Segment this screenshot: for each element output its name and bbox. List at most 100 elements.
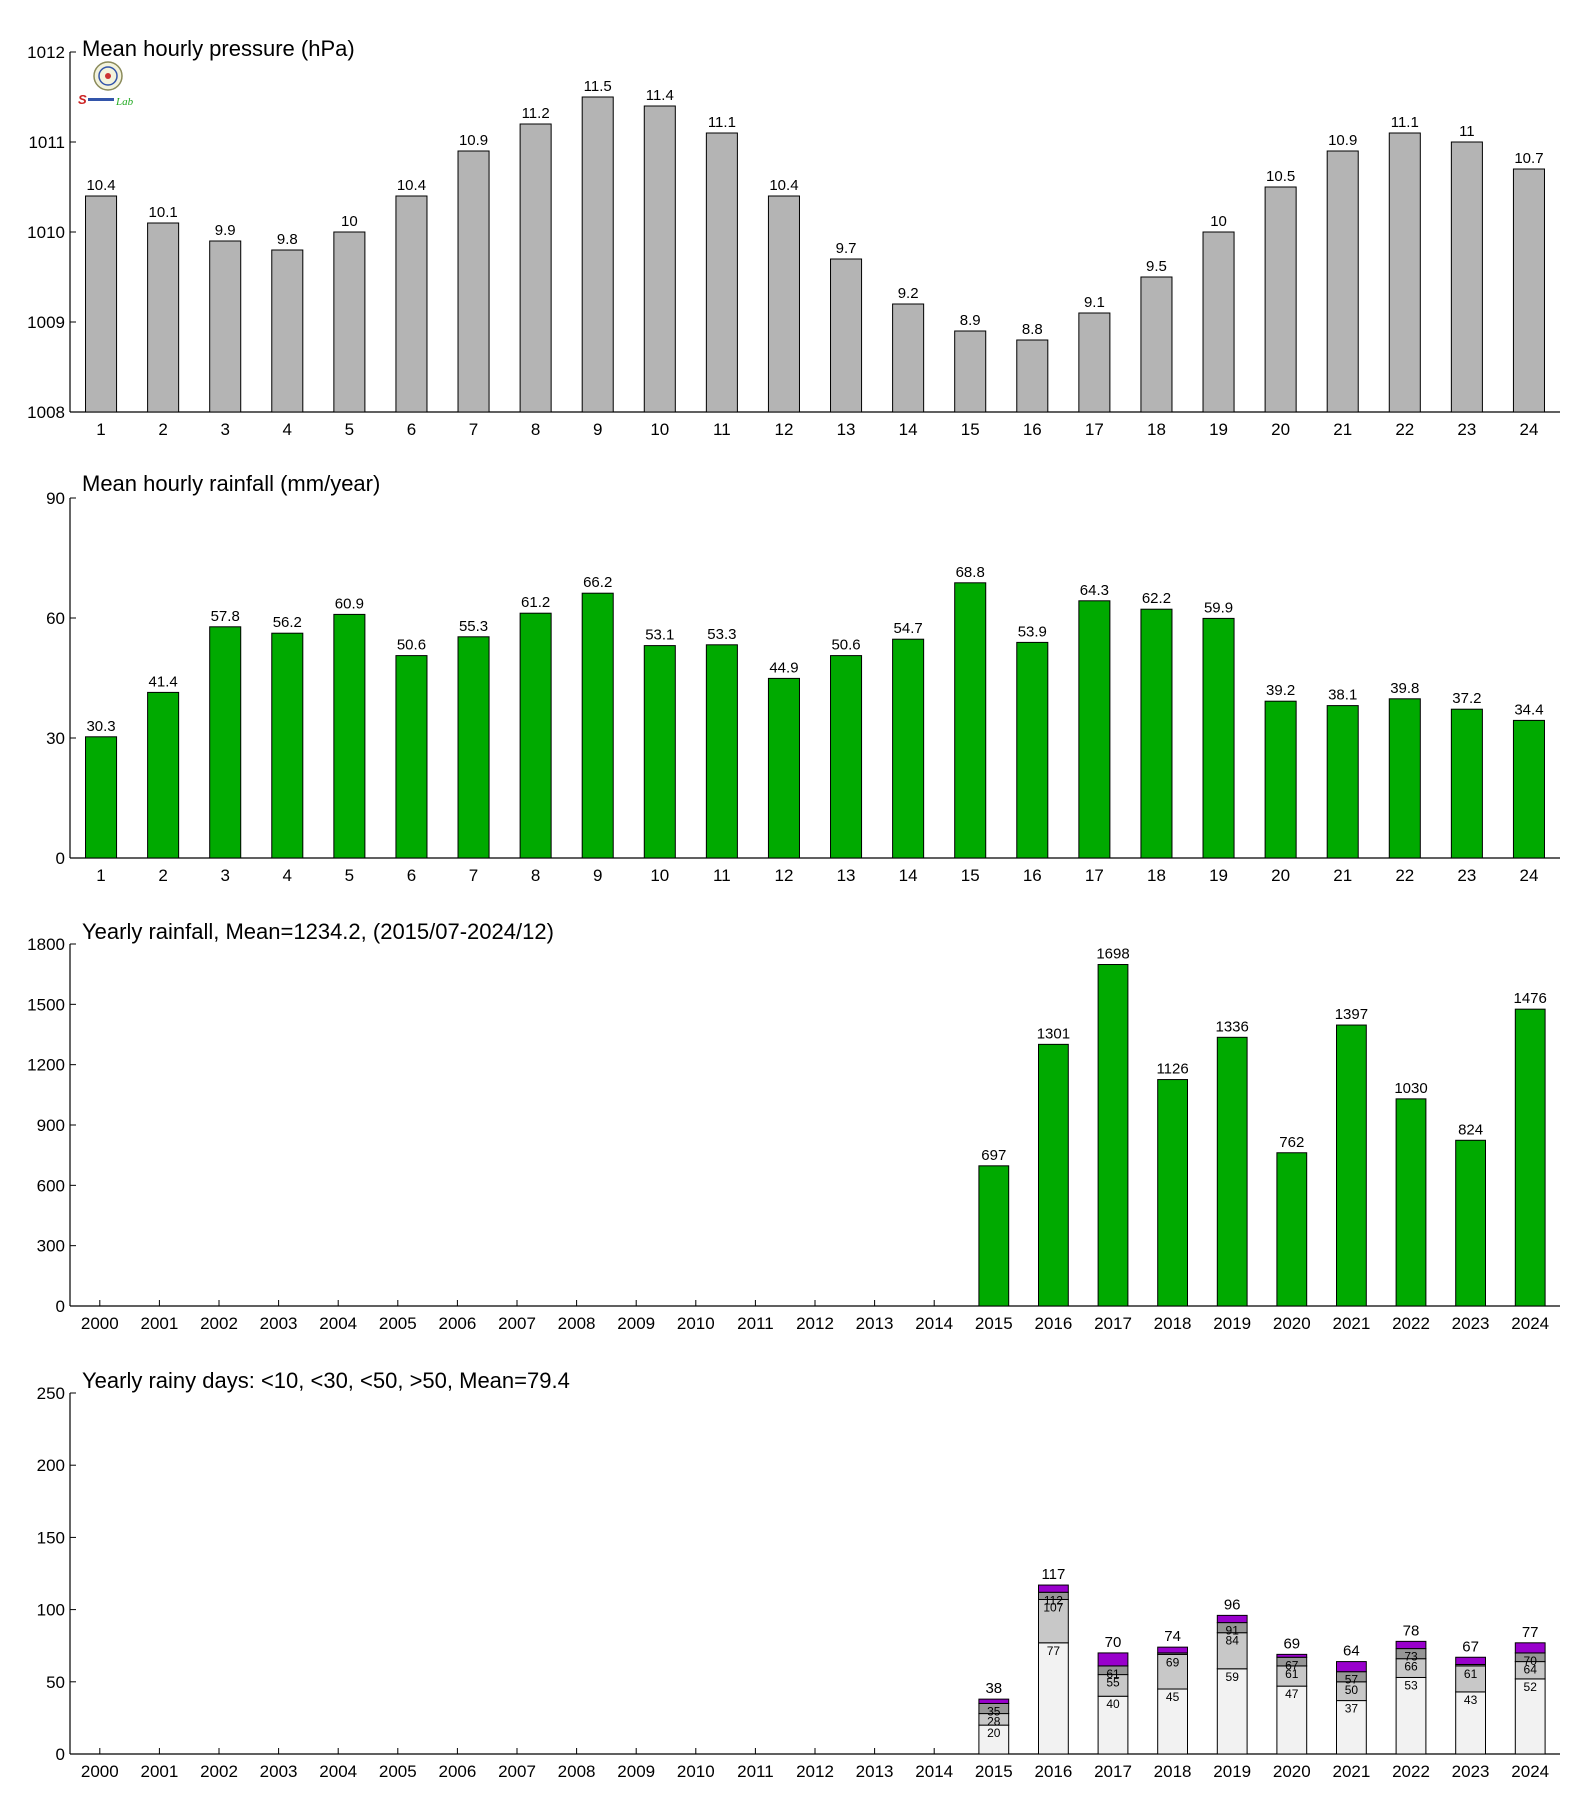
hourly-rainfall-x-tick-label: 8 [531,866,540,885]
rainy-days-segment-under-10 [1336,1700,1367,1755]
rainy-days-total-label: 96 [1224,1596,1241,1613]
yearly-rainfall-x-tick-label: 2008 [558,1314,596,1333]
rainy-days-segment-over-50 [1276,1653,1308,1658]
hourly-rainfall-x-tick-label: 12 [774,866,793,885]
rainy-days-segment-over-50 [1157,1646,1188,1654]
rainy-days-chart-title: Yearly rainy days: <10, <30, <50, >50, M… [82,1368,570,1393]
pressure-bar [85,195,118,413]
pressure-bar [643,105,676,413]
yearly-rainfall-x-tick-label: 2005 [379,1314,417,1333]
rainy-days-segment-under-10 [1097,1695,1129,1755]
yearly-rainfall-bar [1157,1079,1188,1307]
pressure-y-tick-label: 1010 [27,223,65,242]
hourly-rainfall-y-tick-label: 90 [46,489,65,508]
rainy-days-x-tick-label: 2016 [1034,1762,1072,1781]
pressure-x-tick-label: 1 [96,420,105,439]
hourly-rainfall-x-tick-label: 21 [1333,866,1352,885]
rainy-days-segment-label: 69 [1166,1655,1180,1669]
hourly-rainfall-x-tick-label: 10 [650,866,669,885]
rainy-days-x-tick-label: 2022 [1392,1762,1430,1781]
rainy-days-segment-under-30 [1455,1665,1486,1693]
yearly-rainfall-x-tick-label: 2018 [1154,1314,1192,1333]
svg-text:S: S [78,92,87,107]
hourly-rainfall-x-tick-label: 9 [593,866,602,885]
rainy-days-x-tick-label: 2000 [81,1762,119,1781]
pressure-bar-value-label: 10.5 [1266,168,1295,185]
rainy-days-segment-label: 84 [1226,1634,1240,1648]
rainy-days-y-tick-label: 0 [56,1745,65,1764]
pressure-x-tick-label: 22 [1395,420,1414,439]
pressure-bar-value-label: 9.1 [1084,294,1105,311]
hourly-rainfall-bar-value-label: 64.3 [1080,582,1109,599]
hourly-rainfall-bar-value-label: 30.3 [86,718,115,735]
rainy-days-segment-under-10 [1514,1678,1546,1755]
yearly-rainfall-bar-value-label: 1336 [1216,1018,1249,1035]
rainy-days-x-tick-label: 2013 [856,1762,894,1781]
pressure-x-tick-label: 9 [593,420,602,439]
rainy-days-segment-label: 61 [1106,1667,1120,1681]
rainy-days-x-tick-label: 2020 [1273,1762,1311,1781]
yearly-rainfall-bar-value-label: 1030 [1394,1080,1427,1097]
rainy-days-y-tick-label: 200 [37,1456,65,1475]
hourly-rainfall-bar [1140,608,1173,859]
yearly-rainfall-bar [1038,1043,1069,1307]
yearly-rainfall-x-tick-label: 2004 [319,1314,357,1333]
pressure-bar [1264,186,1297,413]
hourly-rainfall-x-tick-label: 1 [96,866,105,885]
rainy-days-segment-under-30 [1216,1632,1248,1670]
rainy-days-y-tick-label: 150 [37,1528,65,1547]
rainy-days-segment-label: 37 [1345,1702,1359,1716]
pressure-bar [519,123,552,413]
rainy-days-x-tick-label: 2011 [737,1762,774,1781]
pressure-x-tick-label: 20 [1271,420,1290,439]
hourly-rainfall-bar [333,613,366,859]
rainy-days-total-label: 77 [1522,1624,1539,1641]
svg-text:Lab: Lab [115,96,134,108]
rainy-days-segment-over-50 [1336,1661,1367,1673]
rainy-days-segment-over-50 [1038,1584,1069,1593]
yearly-rainfall-bar-value-label: 1126 [1156,1061,1188,1078]
yearly-rainfall-bar [1514,1008,1546,1307]
hourly-rainfall-bar [1388,698,1421,859]
pressure-bar [1016,339,1049,413]
hourly-rainfall-x-tick-label: 6 [407,866,416,885]
yearly-rainfall-y-tick-label: 1500 [27,995,65,1014]
rainy-days-segment-label: 66 [1404,1660,1418,1674]
pressure-x-tick-label: 15 [961,420,980,439]
hourly-rainfall-bar-value-label: 41.4 [149,673,178,690]
rainy-days-x-tick-label: 2003 [260,1762,298,1781]
pressure-x-tick-label: 14 [899,420,918,439]
hourly-rainfall-bar-value-label: 57.8 [211,608,240,625]
rainy-days-x-tick-label: 2024 [1511,1762,1549,1781]
rainy-days-segment-label: 61 [1285,1667,1299,1681]
hourly-rainfall-bar-value-label: 38.1 [1328,687,1357,704]
hourly-rainfall-bar-value-label: 59.9 [1204,599,1233,616]
rainy-days-segment-label: 67 [1285,1658,1299,1672]
hourly-rainfall-bar [830,655,863,859]
rainy-days-segment-under-10 [1216,1668,1248,1755]
hourly-rainfall-bar [1078,600,1111,859]
yearly-rainfall-x-tick-label: 2011 [737,1314,774,1333]
rainy-days-chart: Yearly rainy days: <10, <30, <50, >50, M… [37,1368,1560,1781]
pressure-bar [892,303,925,413]
yearly-rainfall-bar [1097,964,1129,1307]
hourly-rainfall-bar-value-label: 55.3 [459,618,488,635]
yearly-rainfall-x-tick-label: 2013 [856,1314,894,1333]
hourly-rainfall-x-tick-label: 18 [1147,866,1166,885]
hourly-rainfall-bar-value-label: 54.7 [894,620,923,637]
hourly-rainfall-bar [1512,719,1545,859]
yearly-rainfall-x-tick-label: 2001 [140,1314,178,1333]
pressure-bar [705,132,738,413]
pressure-bar-value-label: 11.5 [584,78,612,95]
hourly-rainfall-bar [85,736,118,859]
hourly-rainfall-y-tick-label: 0 [56,849,65,868]
rainy-days-x-tick-label: 2002 [200,1762,238,1781]
pressure-bar-value-label: 11 [1459,123,1475,140]
yearly-rainfall-x-tick-label: 2020 [1273,1314,1311,1333]
rainy-days-y-tick-label: 50 [46,1673,65,1692]
hourly-rainfall-bar [395,655,428,859]
yearly-rainfall-x-tick-label: 2019 [1213,1314,1251,1333]
rainy-days-segment-under-30 [1038,1598,1069,1644]
hourly-rainfall-x-tick-label: 13 [837,866,856,885]
